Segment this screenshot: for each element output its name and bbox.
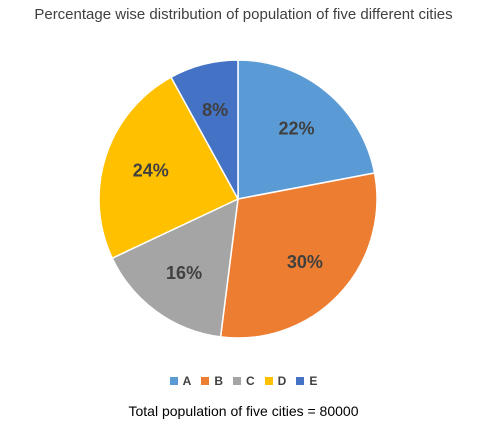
pie-slice-c [111,197,239,338]
data-label-d: 24% [133,161,169,181]
pie-slice-e [170,59,239,200]
legend-item-a: A [169,374,192,388]
data-label-c: 16% [166,263,202,283]
pie-chart: 22% 30% 16% 24% 8% [98,59,378,339]
legend-item-d: D [264,374,287,388]
legend-label-b: B [214,374,223,388]
legend-label-e: E [309,374,318,388]
legend-label-a: A [182,374,192,388]
legend-label-c: C [245,374,255,388]
legend-label-d: D [277,374,287,388]
chart-footnote: Total population of five cities = 80000 [128,403,359,419]
pie-slice-d [98,76,240,260]
legend-item-b: B [201,374,223,388]
data-label-b: 30% [287,252,323,272]
pie-slice-a [237,59,376,200]
legend-swatch-c [232,377,241,385]
legend-item-c: C [232,374,255,388]
legend-swatch-a [169,377,178,385]
legend-swatch-d [264,377,273,385]
pie-slice-b [219,172,378,339]
pie-data-labels: 22% 30% 16% 24% 8% [133,100,323,283]
data-label-e: 8% [202,100,228,120]
legend-item-e: E [296,374,317,388]
chart-legend: A B C D E [0,374,487,388]
pie-slices [98,59,378,339]
legend-swatch-b [201,377,210,385]
data-label-a: 22% [278,118,314,138]
legend-swatch-e [296,377,305,385]
chart-title: Percentage wise distribution of populati… [34,6,453,23]
